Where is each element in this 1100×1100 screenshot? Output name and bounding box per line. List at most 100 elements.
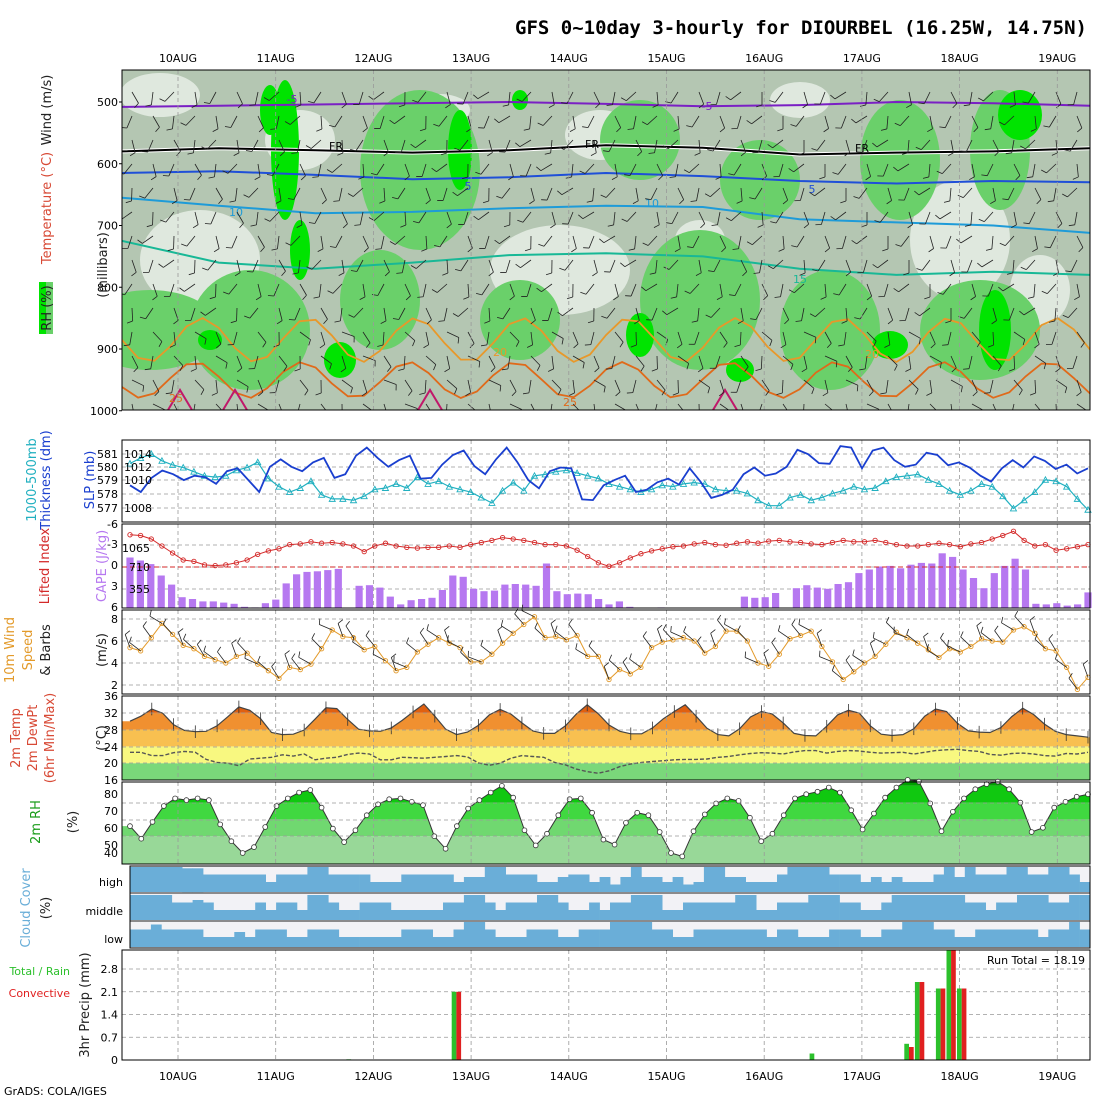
wind-barb [866, 163, 871, 177]
cape-bar [220, 602, 228, 608]
wind-barb [1034, 115, 1037, 129]
wind-barb [194, 211, 199, 225]
panel-frame [121, 439, 1091, 523]
wind-barb [984, 211, 994, 222]
wind-barb [502, 307, 511, 320]
cape-bar [865, 569, 873, 608]
wind-barb-10m-feather [831, 664, 835, 671]
wind-barb [991, 235, 994, 249]
cloud-bar-high [714, 867, 726, 892]
wind-barb [614, 163, 618, 177]
wind-barb-10m [670, 631, 684, 639]
wind-barb-feather [590, 417, 595, 420]
li-point [585, 553, 591, 560]
wind-barb [843, 331, 847, 345]
wind-barb [382, 331, 385, 345]
isotherm-25c [122, 361, 1090, 399]
wind-barb-feather [628, 248, 635, 251]
wind-barb-feather [526, 344, 533, 348]
wind-barb-feather [561, 102, 568, 104]
wind-barb [834, 91, 847, 100]
li-point [510, 536, 516, 542]
wind-barb-10m-feather [497, 626, 503, 631]
wind-barb-10m [816, 633, 823, 647]
cloud-bar-low [881, 929, 893, 947]
wind-barb [992, 331, 995, 346]
wind-barb-feather [886, 200, 892, 205]
cloud-bar-low [276, 929, 287, 947]
wind-barb-feather [160, 219, 166, 223]
wind-barb-feather [569, 128, 576, 133]
wind-barb [477, 91, 490, 100]
wind-barb-10m [468, 656, 482, 663]
thickness-axis-label-1: 1000-500mb [25, 438, 40, 522]
wind-barb [1004, 115, 1015, 126]
cloud-bar-low [474, 922, 486, 947]
wind-barb [383, 355, 392, 368]
wind-barb-10m [390, 657, 397, 671]
wind-barb [971, 403, 984, 410]
wind-barb [362, 379, 368, 393]
wind-barb [752, 235, 763, 245]
wind-barb [436, 163, 448, 172]
wind-barb-feather [1022, 339, 1026, 346]
thickness-point [860, 485, 869, 493]
wind-barb-10m [906, 634, 918, 644]
wind-barb-feather [830, 216, 836, 221]
wind-barb [499, 235, 511, 244]
cape-bar [615, 601, 623, 608]
wind-barb-feather [455, 269, 462, 272]
panel-frame [121, 609, 1091, 695]
wind-barb [740, 259, 748, 272]
wind-barb [509, 331, 520, 342]
li-point [904, 543, 910, 549]
wind-barb [585, 283, 595, 295]
rh-point [544, 830, 550, 837]
wind-barb [501, 187, 511, 199]
wind-barb [131, 403, 134, 410]
cloud-bar-middle [265, 910, 277, 920]
wind-barb [866, 331, 877, 342]
wind-barb [592, 187, 595, 201]
wind-barb-feather [798, 417, 804, 419]
wind-barb-feather [515, 263, 521, 268]
wind-barb [1076, 115, 1083, 129]
wind-speed-point [393, 668, 399, 674]
wind-barb-feather [820, 296, 827, 300]
thickness-point [1009, 504, 1018, 512]
isotherm-30c [712, 388, 738, 410]
rh-point [161, 803, 167, 809]
wind-barb-10m [1034, 639, 1046, 649]
wind-barb-feather [417, 296, 424, 298]
wind-barb [590, 331, 595, 345]
wind-barb [341, 331, 355, 337]
cape-bar [553, 591, 561, 608]
wind-barb [759, 259, 763, 273]
li-point [797, 539, 804, 546]
wind-barb [215, 331, 222, 345]
li-point [648, 548, 655, 554]
cape-bar [397, 604, 405, 608]
cape-bar [376, 587, 384, 608]
wind-barb-feather [164, 409, 166, 410]
cloud-bar-high [568, 874, 580, 892]
cape-bar [490, 590, 499, 608]
wind-barb-10m [629, 658, 642, 668]
wind-barb [845, 307, 848, 321]
wind-barb-feather [167, 248, 174, 252]
wind-barb-10m [819, 656, 833, 663]
wind-barb [981, 259, 994, 268]
wind-barb-10m-feather [816, 629, 823, 634]
wind-barb-feather [851, 240, 857, 245]
wind-barb [152, 115, 160, 128]
cloud-bar-middle [964, 902, 976, 920]
contour-label: 10 [229, 206, 243, 219]
wind-barb-10m [203, 651, 216, 661]
wind-barb-feather [165, 392, 172, 395]
pressure-tick: 800 [97, 281, 118, 294]
cloud-bar-high [380, 882, 392, 892]
wind-barb-feather [545, 272, 552, 276]
wind-barb-feather [333, 200, 340, 202]
cloud-bar-high [829, 874, 840, 892]
wind-barb-10m [1001, 622, 1014, 631]
